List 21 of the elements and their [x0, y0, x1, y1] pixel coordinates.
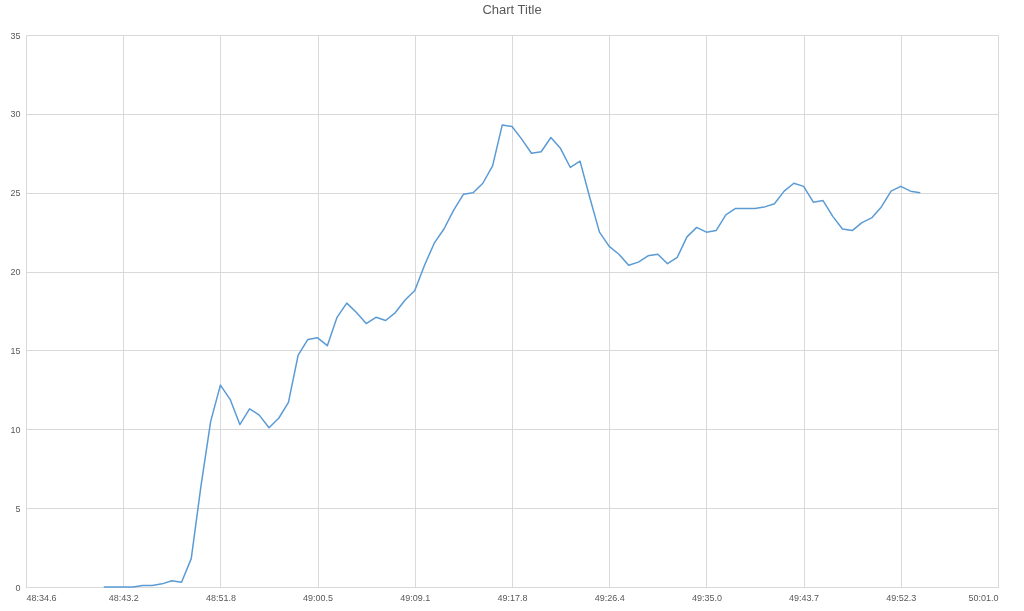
x-tick-label: 49:09.1	[400, 592, 431, 603]
y-tick-label: 20	[10, 267, 21, 278]
y-tick-label: 25	[10, 188, 21, 199]
x-tick-label: 50:01.0	[968, 592, 999, 603]
chart-title: Chart Title	[482, 2, 542, 17]
x-tick-label: 49:52.3	[886, 592, 917, 603]
y-tick-label: 5	[15, 503, 21, 514]
x-tick-label: 49:17.8	[497, 592, 528, 603]
x-tick-label: 49:26.4	[594, 592, 625, 603]
y-tick-label: 0	[15, 582, 21, 593]
x-tick-label: 49:43.7	[789, 592, 820, 603]
y-tick-label: 30	[10, 109, 21, 120]
x-tick-label: 48:43.2	[108, 592, 139, 603]
x-tick-label: 48:51.8	[205, 592, 236, 603]
y-tick-label: 10	[10, 424, 21, 435]
x-tick-label: 48:34.6	[26, 592, 57, 603]
y-tick-label: 15	[10, 345, 21, 356]
x-tick-label: 49:00.5	[303, 592, 334, 603]
line-series	[103, 124, 921, 588]
y-tick-label: 35	[10, 30, 21, 41]
x-tick-label: 49:35.0	[691, 592, 722, 603]
